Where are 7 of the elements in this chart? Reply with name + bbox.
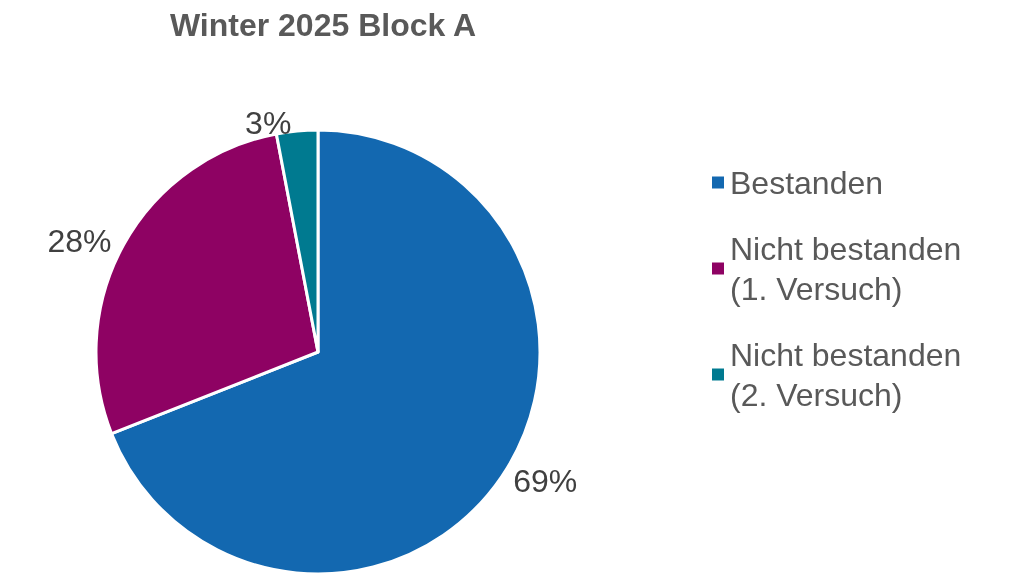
data-label: 28%	[47, 223, 112, 260]
data-label: 3%	[245, 105, 292, 142]
legend-label: Bestanden	[730, 164, 884, 201]
legend-label: Nicht bestanden (1. Versuch)	[730, 230, 971, 307]
data-label: 69%	[513, 463, 578, 500]
chart-title: Winter 2025 Block A	[169, 7, 477, 43]
legend-label: Nicht bestanden (2. Versuch)	[730, 336, 971, 413]
